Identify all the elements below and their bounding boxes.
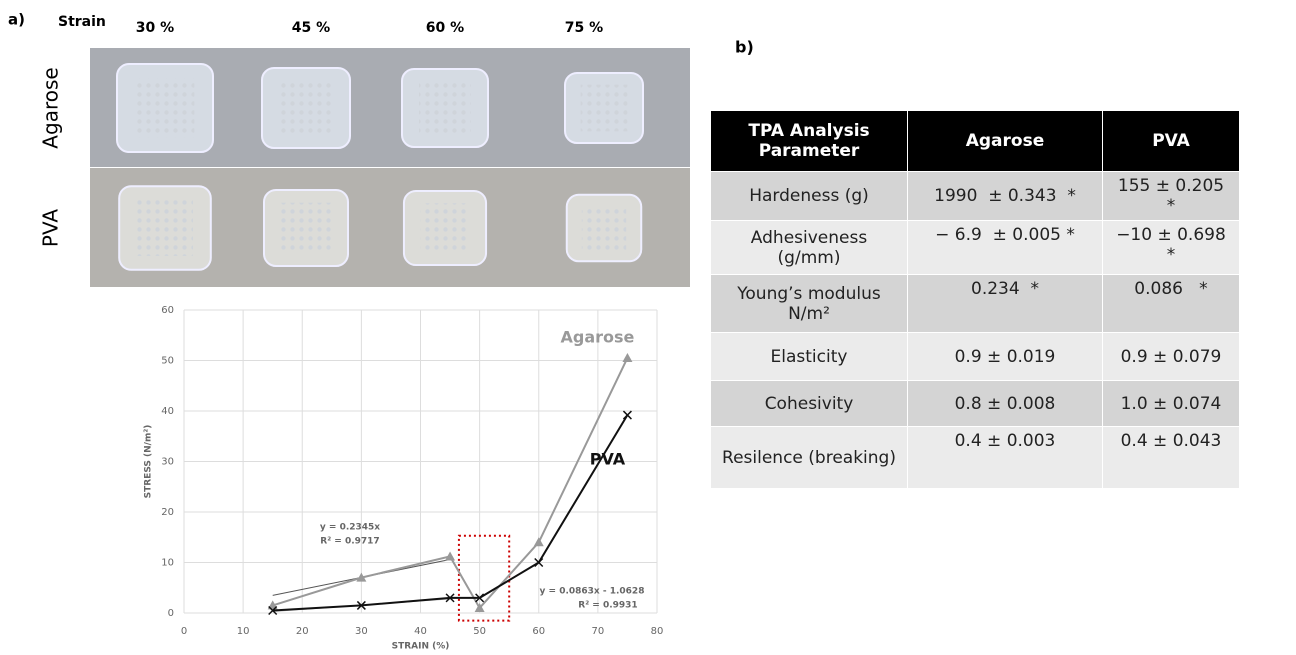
point: [534, 537, 544, 546]
panel-label: b): [735, 38, 754, 57]
y-tick-label: 50: [161, 356, 174, 367]
strain-value: 30 %: [136, 20, 174, 36]
table-cell: 0.9 ± 0.079: [1103, 333, 1240, 381]
table-cell: Resilence (breaking): [711, 427, 908, 489]
sample-grid: [582, 206, 626, 250]
strain-value: 60 %: [426, 20, 464, 36]
table-cell: 1.0 ± 0.074: [1103, 381, 1240, 427]
sample-grid: [279, 81, 332, 134]
table-cell: Hardeness (g): [711, 172, 908, 221]
row-label: Agarose: [39, 67, 63, 148]
y-tick-label: 0: [168, 608, 174, 619]
table-cell: 0.8 ± 0.008: [908, 381, 1103, 427]
y-tick-label: 40: [161, 406, 174, 417]
x-tick-label: 70: [592, 626, 605, 637]
x-tick-label: 60: [532, 626, 545, 637]
row-label: PVA: [39, 209, 63, 247]
strain-value: 75 %: [565, 20, 603, 36]
x-tick-label: 80: [651, 626, 664, 637]
table-cell: Young’s modulus N/m²: [711, 275, 908, 333]
table-cell: 0.9 ± 0.019: [908, 333, 1103, 381]
series-line: [273, 415, 628, 610]
sample-grid: [581, 85, 628, 132]
equation: y = 0.0863x - 1.0628: [540, 587, 645, 597]
y-tick-label: 10: [161, 558, 174, 569]
table-cell: Elasticity: [711, 333, 908, 381]
y-tick-label: 60: [161, 305, 174, 316]
series-label: PVA: [590, 450, 626, 469]
strain-label: Strain: [58, 14, 106, 30]
sample-grid: [136, 79, 195, 138]
header-cell: TPA Analysis Parameter: [711, 111, 908, 172]
table-cell: − 6.9 ± 0.005 *: [908, 221, 1103, 275]
point: [623, 411, 631, 419]
equation: y = 0.2345x: [320, 523, 380, 533]
x-axis-label: STRAIN (%): [392, 642, 450, 652]
strain-value: 45 %: [292, 20, 330, 36]
point: [622, 353, 632, 362]
highlight-box: [459, 536, 509, 621]
y-axis-label: STRESS (N/m²): [144, 425, 154, 499]
table-cell: Cohesivity: [711, 381, 908, 427]
table-cell: 155 ± 0.205 *: [1103, 172, 1240, 221]
x-tick-label: 40: [414, 626, 427, 637]
y-tick-label: 20: [161, 507, 174, 518]
header-cell: Agarose: [908, 111, 1103, 172]
x-tick-label: 20: [296, 626, 309, 637]
table-row: Adhesiveness (g/mm)− 6.9 ± 0.005 *−10 ± …: [711, 221, 1240, 275]
tpa-table: TPA Analysis Parameter Agarose PVA Harde…: [710, 110, 1240, 489]
equation: R² = 0.9717: [320, 537, 379, 547]
sample-grid: [419, 82, 471, 134]
x-tick-label: 50: [473, 626, 486, 637]
table-cell: −10 ± 0.698 *: [1103, 221, 1240, 275]
table-cell: 0.234 *: [908, 275, 1103, 333]
table-row: Hardeness (g)1990 ± 0.343 *155 ± 0.205 *: [711, 172, 1240, 221]
sample-grid: [420, 203, 469, 252]
point: [445, 551, 455, 560]
header-row: TPA Analysis Parameter Agarose PVA: [711, 111, 1240, 172]
x-tick-label: 30: [355, 626, 368, 637]
table-cell: 1990 ± 0.343 *: [908, 172, 1103, 221]
panel-label: a): [8, 11, 25, 29]
page: a) Strain b) 30 %45 %60 %75 %AgarosePVA …: [0, 0, 1296, 655]
sample-grid: [137, 200, 193, 256]
equation: R² = 0.9931: [578, 601, 637, 611]
photo-grid: 30 % 45 % 60 % 75 % Agarose PVA: [39, 20, 691, 287]
x-tick-label: 10: [237, 626, 250, 637]
table-cell: Adhesiveness (g/mm): [711, 221, 908, 275]
table-cell: 0.4 ± 0.043: [1103, 427, 1240, 489]
table-cell: 0.4 ± 0.003: [908, 427, 1103, 489]
y-tick-label: 30: [161, 457, 174, 468]
chart: 0 10 20 30 40 50 60 0 10 20 30 40 50 60 70 80 STRAIN (%)…: [144, 305, 664, 652]
table-cell: 0.086 *: [1103, 275, 1240, 333]
series-line: [273, 358, 628, 608]
series-label: Agarose: [560, 327, 634, 346]
x-tick-label: 0: [181, 626, 187, 637]
header-cell: PVA: [1103, 111, 1240, 172]
sample-grid: [281, 203, 332, 254]
